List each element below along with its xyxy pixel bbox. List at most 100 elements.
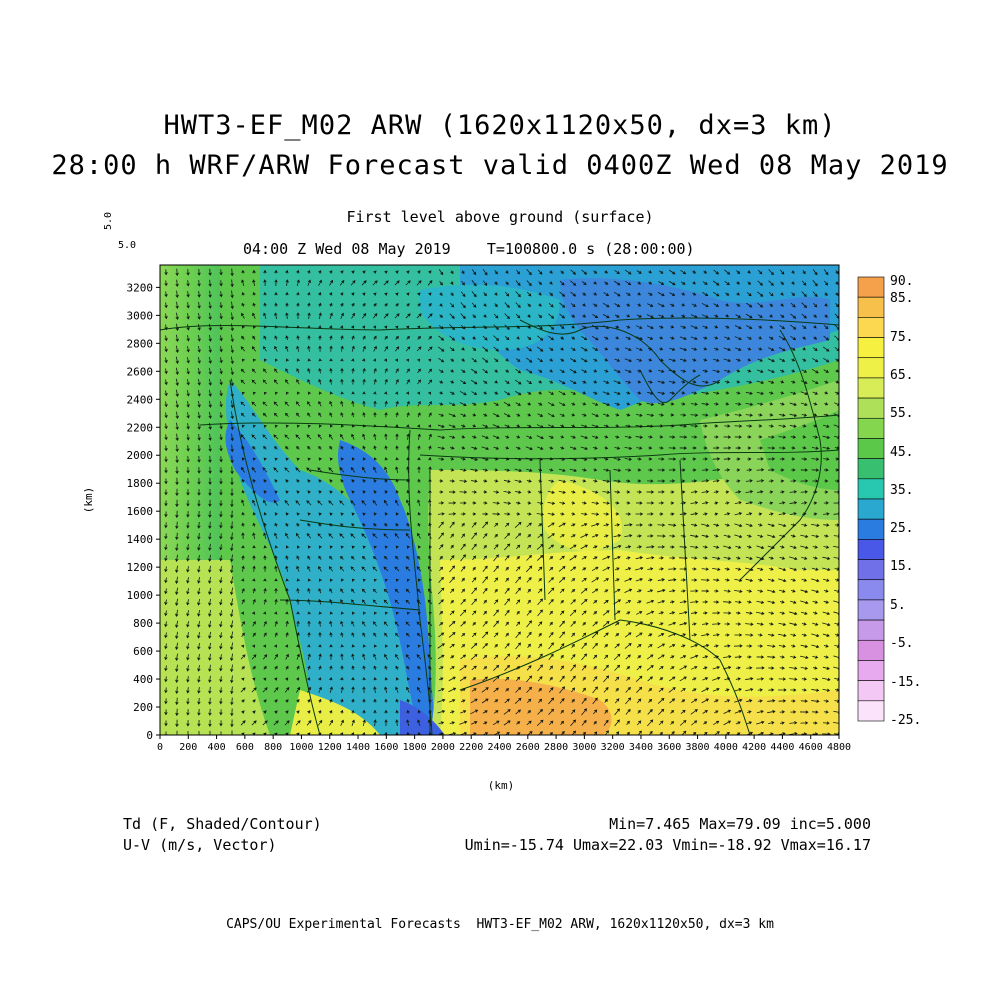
wind-vector bbox=[800, 655, 809, 660]
wind-vector bbox=[757, 578, 763, 582]
wind-vector bbox=[197, 731, 201, 735]
wind-vector bbox=[405, 621, 411, 627]
wind-vector bbox=[515, 566, 521, 572]
wind-vector bbox=[504, 532, 511, 539]
wind-vector bbox=[307, 378, 311, 385]
wind-vector bbox=[383, 588, 388, 593]
wind-vector bbox=[636, 600, 642, 604]
wind-vector bbox=[833, 666, 839, 671]
wind-vector bbox=[560, 435, 565, 439]
wind-vector bbox=[516, 610, 520, 615]
wind-vector bbox=[241, 335, 245, 340]
wind-vector bbox=[701, 490, 710, 494]
wind-vector bbox=[175, 598, 179, 606]
wind-vector bbox=[362, 457, 366, 461]
wind-vector bbox=[559, 280, 565, 286]
wind-vector bbox=[284, 687, 290, 693]
wind-vector bbox=[197, 279, 201, 287]
wind-vector bbox=[482, 380, 488, 384]
wind-vector bbox=[439, 490, 444, 494]
wind-vector bbox=[768, 666, 775, 670]
wind-vector bbox=[427, 621, 433, 627]
wind-vector bbox=[755, 666, 765, 670]
wind-vector bbox=[406, 611, 410, 615]
wind-vector bbox=[318, 279, 322, 286]
wind-vector bbox=[318, 391, 322, 395]
wind-vector bbox=[175, 510, 179, 519]
wind-vector bbox=[437, 587, 445, 595]
wind-vector bbox=[395, 445, 399, 450]
wind-vector bbox=[680, 457, 687, 461]
wind-vector bbox=[417, 335, 422, 340]
wind-vector bbox=[746, 545, 752, 549]
wind-vector bbox=[658, 369, 665, 373]
wind-vector bbox=[285, 632, 289, 638]
wind-vector bbox=[822, 633, 830, 637]
wind-vector bbox=[219, 346, 223, 353]
wind-vector bbox=[604, 654, 609, 660]
wind-vector bbox=[384, 457, 388, 461]
wind-vector bbox=[822, 688, 831, 692]
wind-vector bbox=[538, 391, 542, 395]
wind-vector bbox=[307, 302, 311, 307]
wind-vector bbox=[503, 413, 511, 418]
wind-vector bbox=[328, 500, 334, 506]
wind-vector bbox=[614, 446, 621, 450]
wind-vector bbox=[515, 457, 522, 461]
wind-vector bbox=[372, 313, 378, 319]
wind-vector bbox=[482, 576, 488, 584]
wind-vector bbox=[450, 599, 454, 604]
wind-vector bbox=[340, 312, 344, 319]
wind-vector bbox=[492, 413, 500, 418]
wind-vector bbox=[757, 402, 764, 406]
wind-vector bbox=[208, 543, 212, 551]
wind-vector bbox=[592, 686, 598, 694]
wind-vector bbox=[274, 632, 278, 638]
wind-vector bbox=[252, 632, 256, 638]
wind-vector bbox=[263, 555, 267, 561]
y-tick-label: 2000 bbox=[127, 449, 154, 462]
wind-vector bbox=[822, 666, 830, 670]
wind-vector bbox=[428, 358, 432, 362]
wind-vector bbox=[756, 369, 764, 373]
wind-vector bbox=[592, 600, 598, 604]
wind-vector bbox=[789, 424, 797, 428]
wind-vector bbox=[613, 479, 621, 483]
wind-vector bbox=[580, 598, 588, 605]
wind-vector bbox=[702, 468, 709, 472]
wind-vector bbox=[505, 291, 510, 297]
wind-vector bbox=[571, 578, 576, 582]
wind-vector bbox=[712, 369, 721, 373]
wind-vector bbox=[296, 302, 300, 307]
wind-vector bbox=[208, 620, 212, 628]
wind-vector bbox=[274, 598, 278, 605]
wind-vector bbox=[438, 532, 444, 540]
wind-vector bbox=[263, 325, 267, 329]
wind-vector bbox=[613, 380, 621, 385]
wind-vector bbox=[449, 347, 455, 352]
wind-vector bbox=[745, 313, 753, 319]
wind-vector bbox=[285, 620, 289, 627]
wind-vector bbox=[514, 468, 523, 473]
wind-vector bbox=[384, 292, 388, 296]
wind-vector bbox=[384, 665, 388, 670]
wind-vector bbox=[712, 556, 721, 560]
wind-vector bbox=[252, 490, 256, 494]
wind-vector bbox=[263, 312, 267, 319]
wind-vector bbox=[219, 478, 223, 485]
wind-vector bbox=[417, 424, 421, 428]
wind-vector bbox=[362, 292, 366, 296]
wind-vector bbox=[570, 534, 576, 538]
wind-vector bbox=[548, 479, 555, 483]
wind-vector bbox=[834, 446, 839, 450]
wind-vector bbox=[537, 335, 544, 341]
wind-vector bbox=[263, 269, 267, 274]
wind-vector bbox=[656, 534, 666, 538]
wind-vector bbox=[241, 588, 245, 594]
wind-vector bbox=[592, 588, 599, 594]
wind-vector bbox=[450, 457, 455, 461]
wind-vector bbox=[635, 424, 644, 428]
wind-vector bbox=[790, 633, 797, 637]
wind-vector bbox=[646, 490, 655, 494]
wind-vector bbox=[757, 269, 763, 275]
